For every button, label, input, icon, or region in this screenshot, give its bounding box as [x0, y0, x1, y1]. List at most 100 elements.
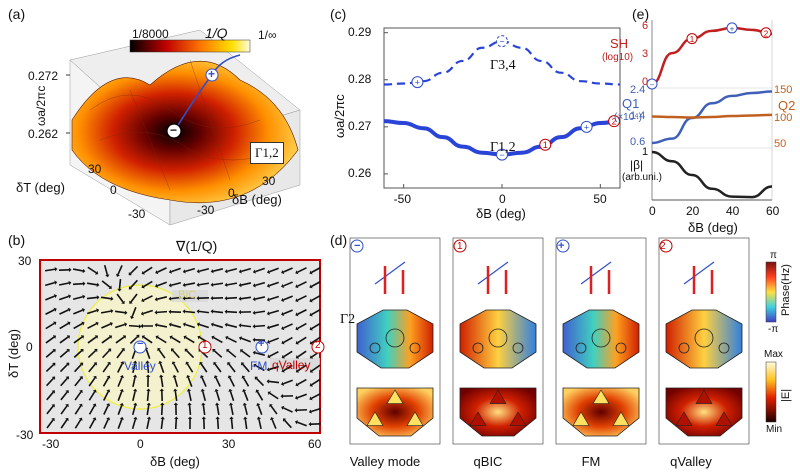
field-arrow-head [196, 309, 200, 314]
mode-marker [453, 239, 467, 253]
field-arrow [72, 296, 84, 300]
field-arrow-head [252, 350, 256, 355]
field-arrow-head [96, 295, 100, 300]
field-arrow [242, 363, 250, 373]
field-arrow-head [120, 361, 125, 365]
field-arrow [100, 296, 112, 300]
beta-tick-1: 1 [642, 146, 649, 158]
field-arrow [72, 268, 84, 272]
field-arrow-head [201, 402, 206, 406]
field-arrow-head [92, 417, 97, 421]
field-arrow-head [281, 354, 285, 359]
field-arrow-head [196, 322, 200, 327]
field-arrow-head [238, 282, 242, 288]
field-arrow [213, 336, 223, 344]
field-triangle [489, 389, 507, 404]
field-arrow-head [255, 389, 260, 393]
z-tick-0272: 0.272 [28, 69, 59, 83]
field-arrow [271, 419, 277, 429]
field-arrow-head [196, 295, 200, 301]
field-arrow [46, 391, 54, 401]
q1-sub-label: (×10⁴) [614, 112, 642, 123]
field-arrow [269, 267, 279, 273]
field-arrow [100, 310, 112, 314]
mode-marker-2: 2 [660, 241, 666, 252]
marker-plus-text-a: + [208, 67, 216, 81]
phase-ring [575, 342, 587, 354]
field-arrow [311, 392, 321, 400]
field-arrow [59, 322, 69, 330]
field-arrow [44, 281, 56, 287]
field-arrow-head [242, 389, 247, 393]
field-arrow-head [228, 402, 234, 406]
field-arrow-head [182, 282, 186, 288]
x-tick-b-0: 0 [137, 437, 144, 451]
field-arrow [117, 405, 123, 415]
field-arrow-head [185, 361, 190, 365]
sh-marker-label: 2 [764, 29, 769, 38]
field-arrow [184, 310, 196, 314]
field-arrow [45, 322, 55, 330]
field-arrow-head [122, 335, 127, 339]
field-arrow [228, 363, 236, 373]
q2-tick-50: 50 [774, 138, 787, 150]
field-arrow-head [93, 375, 97, 380]
field-arrow [101, 349, 111, 359]
field-arrow-head [155, 335, 159, 340]
panel-label-c: (c) [330, 6, 347, 22]
y-axis-label-b: δT (deg) [6, 329, 21, 378]
x-tick-a-m30: -30 [128, 207, 146, 221]
field-arrow [198, 310, 210, 314]
field-arrow-head [196, 269, 200, 274]
phase-map [665, 309, 743, 369]
field-arrow-head [154, 322, 158, 328]
x-tick-e-0: 0 [649, 204, 656, 218]
marker-minus-b [133, 340, 147, 354]
field-arrow [60, 377, 68, 387]
field-arrow [174, 418, 178, 430]
field-arrow-head [65, 390, 69, 394]
field-triangle [509, 411, 527, 426]
q1-tick-06: 0.6 [630, 136, 646, 148]
y-tick-a-0: 0 [228, 186, 235, 200]
field-arrow [297, 336, 307, 344]
gamma2-label: Γ2 [340, 312, 356, 327]
field-arrow-head [78, 417, 83, 421]
field-arrow [101, 336, 111, 344]
field-arrow [129, 335, 139, 345]
field-arrow [118, 278, 122, 290]
field-arrow [283, 407, 293, 413]
field-arrow [226, 267, 238, 273]
field-arrow-head [132, 360, 138, 364]
field-arrow [229, 377, 235, 387]
field-arrow [212, 282, 224, 286]
field-arrow [297, 267, 307, 273]
field-arrow-head [141, 298, 145, 303]
field-arrow [311, 266, 321, 274]
field-arrow [46, 419, 54, 429]
field-arrow-head [295, 298, 299, 303]
field-arrow-head [68, 280, 72, 286]
field-arrow-head [79, 376, 83, 380]
polarization-vector [477, 261, 509, 285]
field-arrow-head [92, 403, 97, 407]
field-arrow-head [280, 381, 285, 386]
field-arrow [254, 351, 266, 357]
field-arrow-head [183, 335, 187, 340]
y-tick-a-m30: -30 [197, 203, 215, 217]
field-arrow-head [154, 310, 158, 315]
field-arrow-head [65, 376, 69, 380]
field-arrow-head [238, 323, 242, 328]
field-arrow-head [94, 348, 98, 353]
field-arrow-head [308, 409, 312, 414]
field-arrow-head [82, 281, 86, 286]
field-arrow [311, 294, 321, 302]
field-arrow [226, 282, 238, 286]
field-arrow-head [54, 267, 58, 272]
y-axis-label-c: ωa/2πc [332, 94, 347, 138]
beta-label: |β| [630, 158, 644, 172]
field-arrow [60, 405, 68, 415]
field-arrow [269, 392, 279, 400]
phase-ring [591, 328, 611, 348]
x-tick-e-60: 60 [766, 204, 780, 218]
